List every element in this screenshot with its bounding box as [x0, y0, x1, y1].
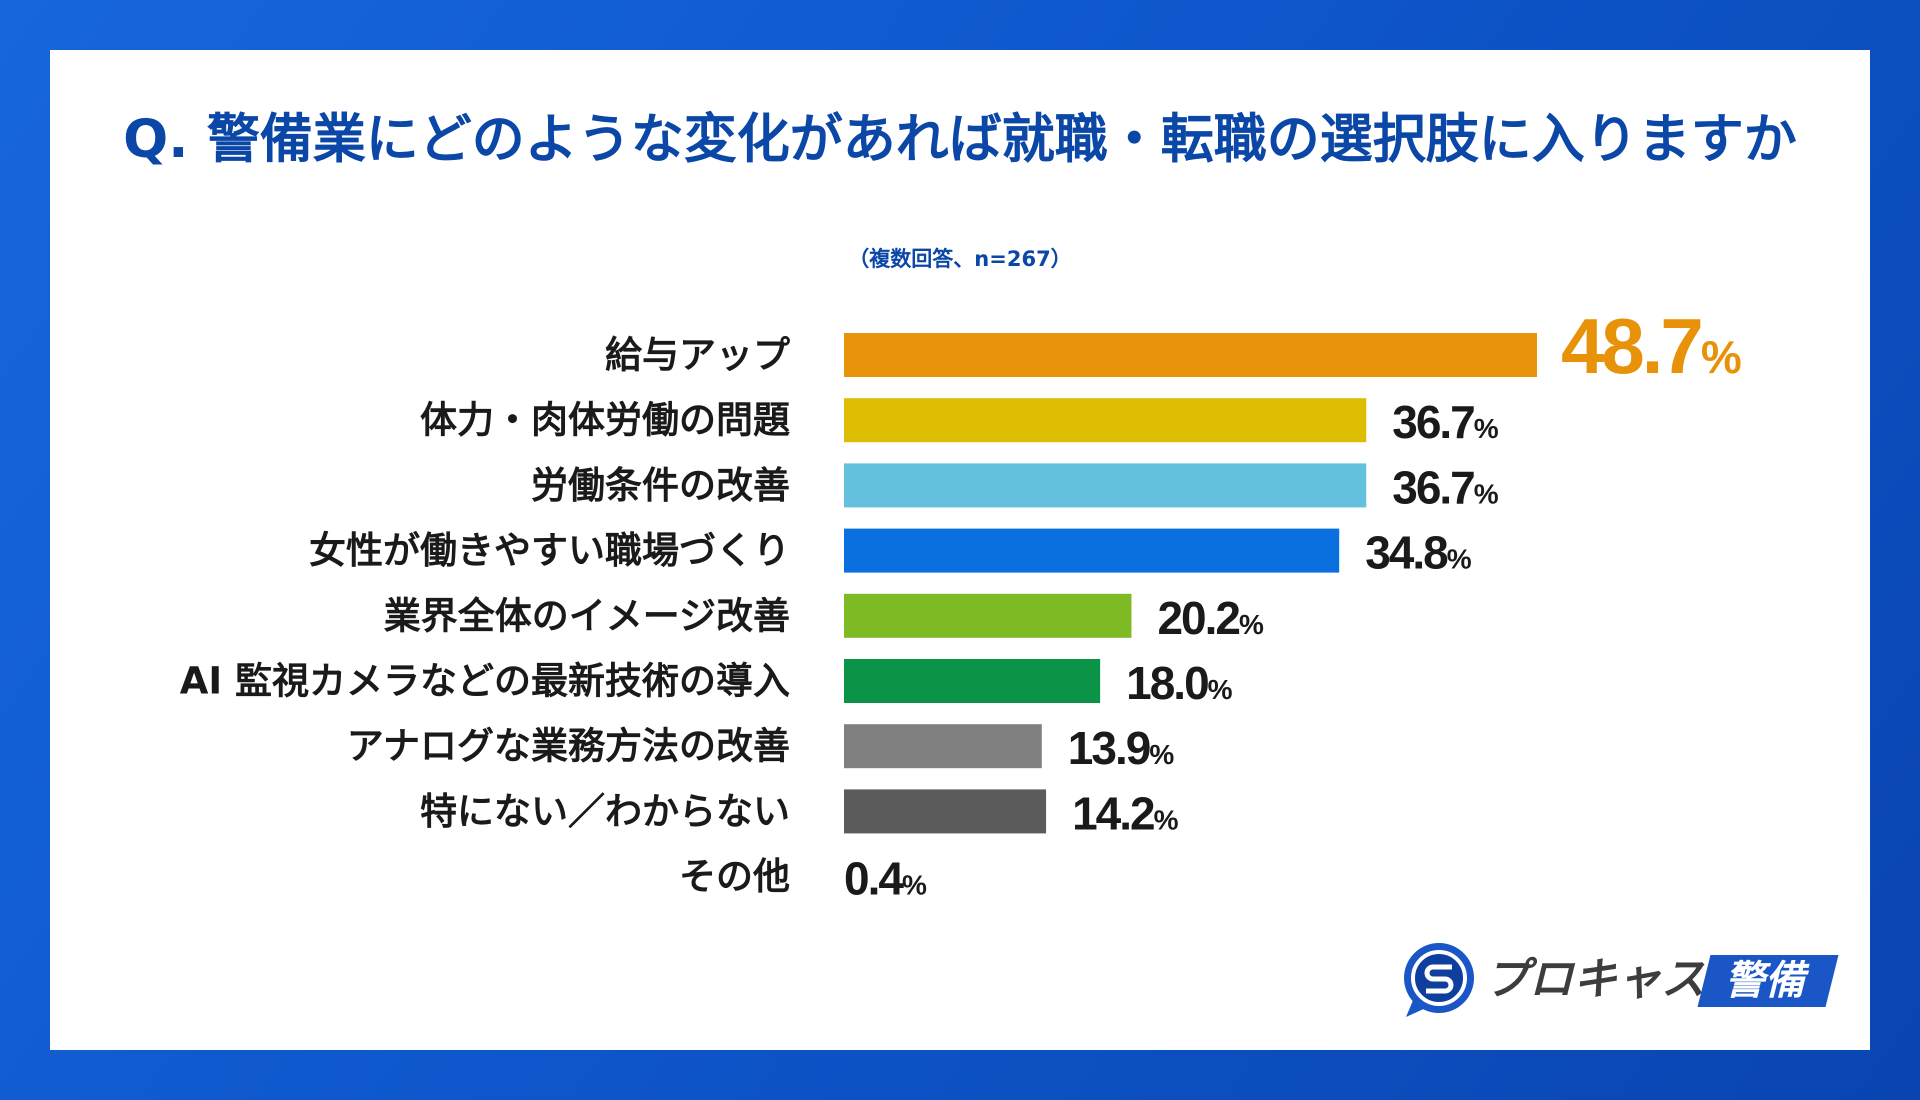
value-number: 48.7	[1561, 302, 1701, 390]
value-number: 13.9	[1068, 722, 1150, 774]
brand-logo: プロキャス 警備	[1398, 940, 1842, 1020]
bar-2	[844, 398, 1367, 443]
category-label-9: その他	[679, 855, 790, 898]
value-label-2: 36.7%	[1392, 396, 1499, 448]
value-label-5: 20.2%	[1157, 592, 1264, 644]
bar-1	[844, 333, 1537, 377]
value-label-4: 34.8%	[1365, 527, 1472, 579]
value-label-8: 14.2%	[1072, 787, 1179, 839]
value-number: 0.4	[844, 853, 904, 905]
category-label-7: アナログな業務方法の改善	[347, 725, 790, 768]
value-unit: %	[1474, 478, 1499, 509]
value-number: 14.2	[1072, 787, 1154, 839]
value-label-9: 0.4%	[844, 853, 927, 905]
logo-bubble-tail	[1406, 998, 1428, 1017]
bar-4	[844, 528, 1340, 573]
category-label-4: 女性が働きやすい職場づくり	[309, 529, 790, 572]
bar-5	[844, 593, 1132, 638]
value-unit: %	[1239, 609, 1264, 640]
logo-s-mark	[1424, 964, 1454, 994]
bar-6	[844, 659, 1101, 703]
value-label-1: 48.7%	[1561, 302, 1742, 390]
value-unit: %	[1474, 413, 1499, 444]
bar-8	[844, 789, 1047, 834]
logo-badge: 警備	[1697, 955, 1839, 1007]
value-unit: %	[1154, 804, 1179, 835]
logo-wordmark: プロキャス	[1485, 954, 1705, 1005]
chart-card: Q. 警備業にどのような変化があれば就職・転職の選択肢に入りますか （複数回答、…	[50, 50, 1870, 1050]
category-label-8: 特にない／わからない	[420, 790, 790, 833]
category-label-5: 業界全体のイメージ改善	[384, 594, 790, 637]
bar-7	[844, 724, 1042, 769]
bar-3	[844, 463, 1367, 508]
value-label-7: 13.9%	[1068, 722, 1175, 774]
category-label-6: AI 監視カメラなどの最新技術の導入	[180, 660, 790, 703]
value-number: 20.2	[1157, 592, 1239, 644]
prokyas-s-icon	[1404, 943, 1474, 1017]
value-label-3: 36.7%	[1392, 461, 1499, 513]
value-unit: %	[902, 870, 927, 901]
value-unit: %	[1447, 544, 1472, 575]
category-label-2: 体力・肉体労働の問題	[420, 399, 790, 442]
value-unit: %	[1701, 331, 1742, 383]
chart-title: Q. 警備業にどのような変化があれば就職・転職の選択肢に入りますか	[123, 109, 1797, 170]
chart-subtitle: （複数回答、n=267）	[848, 247, 1072, 271]
value-label-6: 18.0%	[1126, 657, 1233, 709]
category-label-3: 労働条件の改善	[531, 464, 790, 507]
value-unit: %	[1208, 674, 1233, 705]
value-number: 36.7	[1392, 396, 1474, 448]
logo-badge-text: 警備	[1722, 958, 1814, 1004]
value-number: 18.0	[1126, 657, 1208, 709]
value-number: 36.7	[1392, 461, 1474, 513]
value-number: 34.8	[1365, 527, 1448, 579]
value-unit: %	[1149, 739, 1174, 770]
category-label-1: 給与アップ	[605, 334, 790, 377]
